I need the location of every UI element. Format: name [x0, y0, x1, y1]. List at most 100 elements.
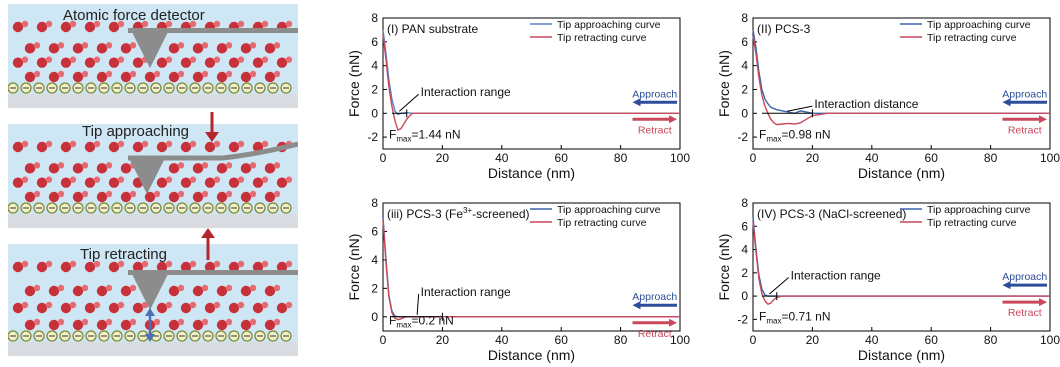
ion-particle-small: [189, 176, 197, 183]
ion-particle: [204, 261, 216, 273]
ion-particle-small: [69, 20, 77, 28]
ion-particle-small: [177, 190, 185, 198]
y-tick-label: 0: [371, 310, 378, 324]
ion-particle-small: [93, 20, 101, 28]
ion-particle-small: [141, 20, 149, 28]
ion-particle-small: [45, 260, 53, 268]
ion-particle-small: [33, 70, 41, 78]
ion-particle: [192, 43, 204, 54]
ion-particle-small: [189, 260, 197, 268]
ion-particle-small: [249, 190, 257, 198]
ion-particle-small: [261, 56, 269, 63]
ion-particle-small: [21, 56, 29, 63]
schematic-detector-drawing: [8, 4, 298, 108]
ion-particle-small: [33, 162, 41, 169]
ion-particle: [168, 43, 180, 54]
x-axis-label: Distance (nm): [488, 347, 575, 363]
x-tick-label: 0: [750, 151, 757, 165]
ion-particle-small: [273, 318, 281, 326]
x-tick-label: 20: [436, 151, 450, 165]
fmax-subscript: max: [766, 134, 781, 143]
ion-particle: [24, 285, 36, 297]
ion-particle: [24, 191, 36, 203]
ion-particle-small: [273, 42, 281, 49]
cantilever-bent: [128, 141, 298, 161]
schematic-title-approaching: Tip approaching: [82, 124, 190, 140]
approach-arrow-head: [632, 301, 641, 310]
interaction-range-label: Interaction range: [791, 268, 881, 282]
interaction-range-label: Interaction distance: [814, 97, 918, 111]
x-tick-label: 0: [380, 151, 387, 165]
x-tick-label: 100: [1040, 333, 1060, 347]
ion-particle: [12, 21, 24, 33]
ion-particle-small: [117, 20, 125, 28]
ion-particle-small: [45, 176, 53, 183]
fmax-label: Fmax=0.71 nN: [759, 310, 831, 326]
ion-particle: [36, 57, 48, 68]
x-tick-label: 40: [495, 151, 509, 165]
ion-particle: [108, 302, 120, 314]
ion-particle: [72, 43, 84, 54]
ion-particle-small: [249, 70, 257, 78]
ion-particle-small: [117, 301, 125, 309]
ion-particle: [72, 285, 84, 297]
ion-particle-small: [201, 42, 209, 49]
x-tick-label: 40: [495, 333, 509, 347]
y-axis-label: Force (nN): [716, 50, 732, 117]
ion-particle: [72, 191, 84, 203]
ion-particle-small: [33, 190, 41, 198]
approach-arrow-head: [632, 98, 641, 107]
x-tick-label: 40: [865, 151, 879, 165]
ion-particle-small: [93, 140, 101, 148]
ion-particle: [120, 285, 132, 297]
schematic-retracting-drawing: [8, 244, 298, 356]
ion-particle-small: [141, 140, 149, 148]
retract-arrow-head: [669, 115, 678, 124]
ion-particle-small: [177, 42, 185, 49]
panel-label-superscript: 3+: [463, 206, 472, 215]
ion-particle-small: [225, 162, 233, 169]
retract-arrow: [201, 228, 215, 260]
fmax-subscript: max: [396, 134, 411, 143]
ion-particle-small: [81, 42, 89, 49]
x-tick-label: 20: [806, 151, 820, 165]
ion-particle-small: [201, 70, 209, 78]
y-tick-label: 8: [371, 11, 378, 25]
ion-particle-small: [177, 162, 185, 169]
ion-particle-small: [201, 190, 209, 198]
legend-label: Tip approaching curve: [927, 19, 1031, 31]
ion-particle: [72, 71, 84, 83]
ion-particle-small: [285, 56, 293, 63]
ion-particle: [48, 319, 60, 331]
ion-particle-small: [21, 176, 29, 183]
ion-particle-small: [69, 301, 77, 309]
ion-particle-small: [153, 190, 161, 198]
ion-particle: [12, 141, 24, 153]
ion-particle-small: [225, 70, 233, 78]
ion-particle-small: [69, 140, 77, 148]
ion-particle: [24, 71, 36, 83]
ion-particle: [240, 71, 252, 83]
x-tick-label: 80: [614, 151, 628, 165]
ion-particle: [144, 71, 156, 83]
y-tick-label: 2: [741, 82, 748, 96]
x-tick-label: 0: [750, 333, 757, 347]
ion-particle: [240, 163, 252, 174]
series-retracting-line: [382, 220, 680, 321]
ion-particle-small: [273, 190, 281, 198]
ion-particle: [96, 319, 108, 331]
afm-tip: [132, 274, 168, 310]
ion-particle: [240, 285, 252, 297]
cantilever: [128, 270, 298, 275]
ion-particle-small: [165, 176, 173, 183]
ion-particle-small: [81, 190, 89, 198]
ion-particle-small: [69, 260, 77, 268]
ion-particle: [60, 57, 72, 68]
membrane-substrate: [8, 94, 298, 108]
ion-particle: [192, 285, 204, 297]
ion-particle-small: [201, 162, 209, 169]
ion-particle: [156, 302, 168, 314]
ion-particle: [168, 163, 180, 174]
